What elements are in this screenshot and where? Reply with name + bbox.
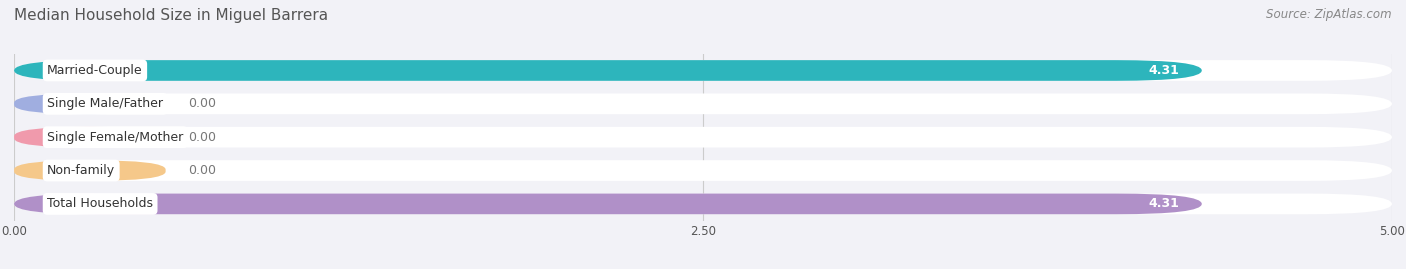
FancyBboxPatch shape bbox=[14, 94, 1392, 114]
FancyBboxPatch shape bbox=[14, 194, 1392, 214]
Text: 0.00: 0.00 bbox=[187, 164, 215, 177]
FancyBboxPatch shape bbox=[14, 60, 1392, 81]
Text: 4.31: 4.31 bbox=[1149, 197, 1180, 210]
Text: 4.31: 4.31 bbox=[1149, 64, 1180, 77]
FancyBboxPatch shape bbox=[14, 160, 166, 181]
Text: 0.00: 0.00 bbox=[187, 131, 215, 144]
Text: Total Households: Total Households bbox=[48, 197, 153, 210]
FancyBboxPatch shape bbox=[14, 127, 1392, 147]
Text: 0.00: 0.00 bbox=[187, 97, 215, 110]
Text: Married-Couple: Married-Couple bbox=[48, 64, 143, 77]
FancyBboxPatch shape bbox=[14, 127, 166, 147]
FancyBboxPatch shape bbox=[14, 94, 166, 114]
FancyBboxPatch shape bbox=[14, 60, 1202, 81]
FancyBboxPatch shape bbox=[14, 194, 1202, 214]
Text: Single Female/Mother: Single Female/Mother bbox=[48, 131, 183, 144]
Text: Source: ZipAtlas.com: Source: ZipAtlas.com bbox=[1267, 8, 1392, 21]
Text: Non-family: Non-family bbox=[48, 164, 115, 177]
FancyBboxPatch shape bbox=[14, 160, 1392, 181]
Text: Single Male/Father: Single Male/Father bbox=[48, 97, 163, 110]
Text: Median Household Size in Miguel Barrera: Median Household Size in Miguel Barrera bbox=[14, 8, 328, 23]
